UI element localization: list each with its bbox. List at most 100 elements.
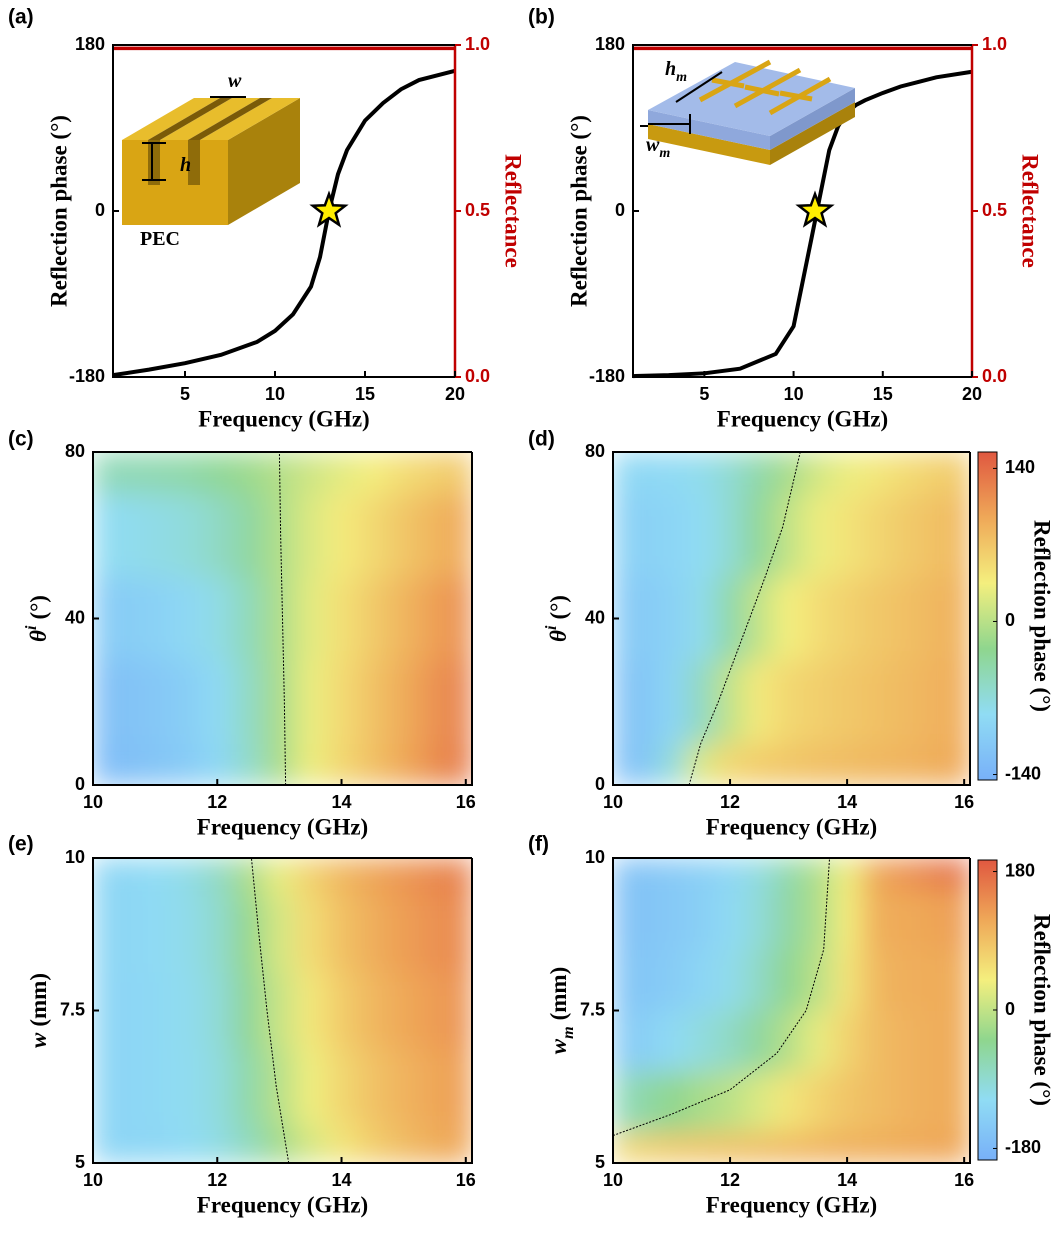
y-axis-label-unit: (mm) (546, 967, 571, 1021)
heatmap-cell (202, 1049, 234, 1126)
heatmap-cell (140, 972, 172, 1049)
y-tick-label: 5 (75, 1152, 85, 1172)
heatmap-cell (657, 494, 687, 578)
heatmap-cell (745, 494, 775, 578)
y-tick-label: 10 (585, 847, 605, 867)
heatmap-cell (715, 1011, 745, 1073)
y-axis-label-sup: i (23, 625, 40, 630)
y2-tick-label: 0.0 (982, 366, 1007, 386)
heatmap-cell (233, 494, 265, 578)
heatmap-cell (920, 1133, 950, 1164)
heatmap-cell (613, 950, 628, 1012)
y-tick-label: 7.5 (60, 999, 85, 1019)
heatmap-cell (295, 858, 327, 897)
heatmap-cell (326, 494, 358, 578)
inset-label-sub: m (659, 146, 670, 161)
heatmap-cells (93, 858, 473, 1164)
heatmap-cell (891, 577, 921, 661)
heatmap-cell (419, 494, 451, 578)
x-tick-label: 15 (355, 384, 375, 404)
heatmap-cell (202, 896, 234, 973)
inset-label: PEC (140, 228, 180, 250)
heatmap-cell (862, 660, 892, 744)
x-tick-label: 14 (837, 792, 857, 812)
y-tick-label: 0 (595, 774, 605, 794)
colorbar-label: Reflection phase (°) (1030, 914, 1055, 1106)
heatmap-cell (832, 577, 862, 661)
heatmap-cells (613, 452, 971, 786)
heatmap-cell (140, 1125, 172, 1164)
inset-label-symbol: h (665, 58, 676, 80)
heatmap-cell (171, 972, 203, 1049)
heatmap-cell (774, 743, 804, 785)
heatmap-cell (657, 858, 687, 889)
heatmap-cell (832, 950, 862, 1012)
heatmap-cell (657, 660, 687, 744)
x-tick-label: 5 (180, 384, 190, 404)
heatmap-cell (233, 660, 265, 744)
heatmap-cell (202, 972, 234, 1049)
y-tick-label: 80 (585, 441, 605, 461)
heatmap-cell (419, 1049, 451, 1126)
heatmap-cell (93, 494, 109, 578)
heatmap-cell (686, 950, 716, 1012)
heatmap-cell (950, 743, 971, 785)
x-tick-label: 20 (445, 384, 465, 404)
y-axis-label-sub: m (560, 1026, 577, 1039)
heatmap-cell (891, 1011, 921, 1073)
heatmap-cell (109, 1049, 141, 1126)
heatmap-cell (202, 494, 234, 578)
heatmap-cell (613, 494, 628, 578)
colorbar-tick-label: 140 (1005, 457, 1035, 477)
heatmap-cell (950, 950, 971, 1012)
heatmap-cell (419, 896, 451, 973)
colorbar-tick-label: 0 (1005, 610, 1015, 630)
x-tick-label: 14 (332, 792, 352, 812)
heatmap-cell (920, 858, 950, 889)
heatmap-cell (419, 858, 451, 897)
heatmap-cell (832, 660, 862, 744)
heatmap-cell (657, 889, 687, 951)
heatmap-cell (264, 972, 296, 1049)
panel-label: (f) (528, 833, 549, 856)
heatmap-cell (628, 577, 658, 661)
heatmap-cell (920, 1011, 950, 1073)
y-tick-label: 80 (65, 441, 85, 461)
heatmap-cell (745, 660, 775, 744)
heatmap-cell (388, 660, 420, 744)
heatmap-cell (745, 950, 775, 1012)
y-tick-label: 0 (75, 774, 85, 794)
panel-label: (d) (528, 428, 555, 451)
heatmap-cell (950, 577, 971, 661)
heatmap-cell (93, 858, 109, 897)
heatmap-cell (264, 858, 296, 897)
heatmap-cell (419, 452, 451, 494)
heatmap-cell (140, 1049, 172, 1126)
heatmap-cell (295, 452, 327, 494)
heatmap-cell (774, 950, 804, 1012)
heatmap-cell (295, 896, 327, 973)
heatmap-cell (613, 660, 628, 744)
heatmap-cell (803, 1011, 833, 1073)
heatmap-cell (891, 1133, 921, 1164)
y-axis-label-symbol: θ (546, 630, 571, 642)
inset-label-symbol: w (228, 70, 242, 92)
colorbar-label: Reflection phase (°) (1030, 520, 1055, 712)
heatmap-cell (264, 1049, 296, 1126)
heatmap-cell (388, 972, 420, 1049)
heatmap-cell (357, 896, 389, 973)
heatmap-cell (832, 494, 862, 578)
heatmap-cell (686, 1133, 716, 1164)
panel-label: (e) (8, 833, 34, 856)
heatmap-cell (202, 660, 234, 744)
heatmap-cell (171, 660, 203, 744)
y-axis-label-unit: (°) (546, 595, 571, 620)
x-tick-label: 12 (720, 792, 740, 812)
heatmap-cell (862, 577, 892, 661)
heatmap-cell (233, 896, 265, 973)
heatmap-cell (140, 743, 172, 785)
heatmap-cell (109, 577, 141, 661)
heatmap-cell (295, 577, 327, 661)
x-tick-label: 12 (720, 1170, 740, 1190)
heatmap-cell (171, 577, 203, 661)
